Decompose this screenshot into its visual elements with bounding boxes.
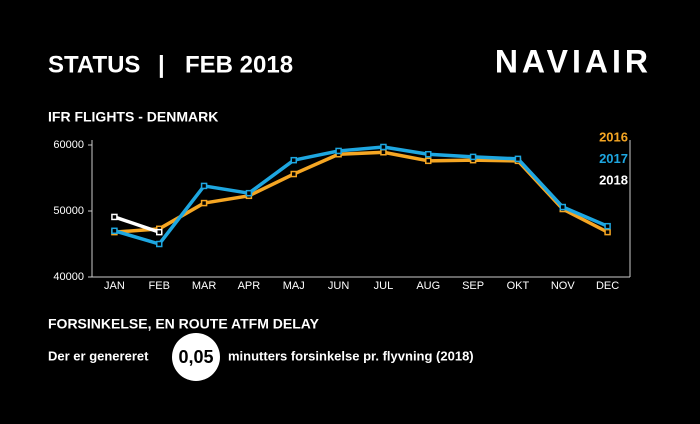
point-marker — [290, 170, 297, 178]
delay-heading: FORSINKELSE, EN ROUTE ATFM DELAY — [48, 316, 320, 332]
delay-text-after: minutters forsinkelse pr. flyvning (2018… — [228, 348, 474, 363]
header-separator: | — [158, 51, 165, 78]
delay-circle — [172, 333, 220, 381]
x-tick-label: NOV — [551, 280, 576, 292]
x-tick-label: DEC — [596, 280, 619, 292]
point-marker — [111, 213, 118, 221]
x-tick-label: OKT — [507, 280, 530, 292]
x-tick-label: JUN — [328, 280, 349, 292]
legend-label: 2018 — [599, 172, 628, 187]
legend-label: 2016 — [599, 129, 628, 144]
point-marker — [425, 150, 432, 158]
point-marker — [245, 189, 253, 197]
series-line — [113, 215, 160, 234]
point-marker — [380, 143, 387, 151]
point-marker — [514, 155, 522, 163]
logo: NAVIAIR — [495, 43, 652, 79]
point-marker — [425, 157, 432, 165]
point-marker — [604, 228, 611, 236]
delay-value: 0,05 — [178, 347, 213, 367]
point-marker — [111, 227, 118, 235]
delay-text-before: Der er genereret — [48, 348, 149, 363]
point-marker — [156, 240, 163, 248]
series-line — [113, 145, 609, 246]
point-marker — [469, 153, 477, 161]
x-tick-label: SEP — [462, 280, 484, 292]
y-tick-label: 50000 — [53, 205, 84, 217]
chart-title: IFR FLIGHTS - DENMARK — [48, 109, 218, 125]
y-tick-label: 40000 — [53, 271, 84, 283]
x-tick-label: MAJ — [283, 280, 305, 292]
x-tick-label: MAR — [192, 280, 217, 292]
legend-label: 2017 — [599, 151, 628, 166]
point-marker — [200, 182, 208, 190]
point-marker — [559, 203, 566, 211]
header-status: STATUS — [48, 51, 140, 78]
point-marker — [335, 147, 342, 155]
x-tick-label: AUG — [416, 280, 440, 292]
point-marker — [156, 228, 163, 236]
x-tick-label: JAN — [104, 280, 125, 292]
point-marker — [380, 149, 387, 156]
x-tick-label: FEB — [149, 280, 170, 292]
point-marker — [604, 222, 611, 230]
point-marker — [290, 156, 297, 164]
y-tick-label: 60000 — [53, 139, 84, 151]
point-marker — [200, 199, 208, 207]
x-tick-label: JUL — [374, 280, 394, 292]
header-date: FEB 2018 — [185, 51, 293, 78]
x-tick-label: APR — [238, 280, 261, 292]
